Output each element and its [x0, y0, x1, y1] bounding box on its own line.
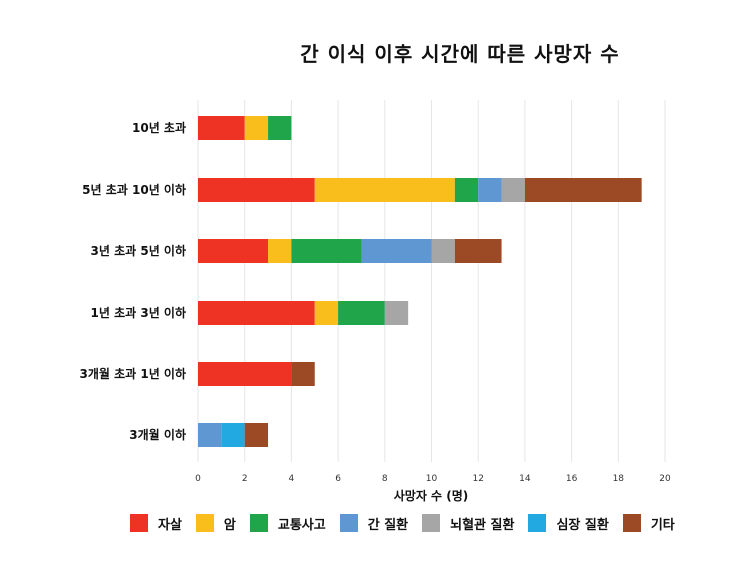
legend-item: 기타 — [622, 514, 675, 533]
bar-segment — [221, 423, 245, 447]
x-tick-label: 12 — [472, 474, 483, 484]
bar-segment — [314, 301, 339, 325]
legend-label: 교통사고 — [277, 517, 326, 533]
x-tick-label: 4 — [289, 474, 295, 484]
bar-segment — [478, 178, 502, 202]
bar-segment — [314, 178, 455, 202]
x-tick-label: 14 — [519, 474, 531, 484]
legend-label: 암 — [223, 517, 236, 533]
category-label: 10년 초과 — [132, 120, 186, 135]
legend-swatch — [528, 514, 547, 532]
legend-item: 교통사고 — [249, 514, 326, 533]
category-label: 3년 초과 5년 이하 — [91, 243, 186, 258]
legend-swatch — [622, 514, 641, 532]
category-label: 1년 초과 3년 이하 — [91, 305, 186, 320]
legend-item: 자살 — [130, 514, 182, 533]
legend-swatch — [339, 514, 358, 532]
legend-item: 간 질환 — [339, 514, 409, 533]
bar-segment — [384, 301, 409, 325]
category-label: 3개월 초과 1년 이하 — [79, 366, 186, 381]
bar-segment — [454, 239, 502, 263]
x-tick-label: 20 — [659, 474, 671, 484]
x-tick-label: 8 — [382, 474, 388, 484]
bar-segment — [244, 423, 269, 447]
x-tick-label: 6 — [335, 474, 341, 484]
category-labels: 10년 초과 5년 초과 10년 이하 3년 초과 5년 이하 1년 초과 3년 이하… — [79, 120, 186, 442]
bar-segment — [198, 239, 269, 263]
bar-segment — [198, 423, 222, 447]
x-tick-labels: 0 2 4 6 8 10 12 14 16 18 20 — [195, 474, 671, 484]
chart-title: 간 이식 이후 시간에 따른 사망자 수 — [300, 42, 620, 66]
bar-segment — [338, 301, 385, 325]
bar-segment — [268, 116, 292, 140]
legend-swatch — [249, 514, 268, 532]
legend-swatch — [130, 514, 148, 532]
legend-swatch — [422, 514, 441, 532]
bar-segment — [361, 239, 432, 263]
bar-segment — [198, 301, 315, 325]
bars — [198, 116, 642, 447]
bar-segment — [198, 178, 315, 202]
x-tick-label: 10 — [426, 474, 438, 484]
bar-segment — [198, 362, 292, 386]
bar-segment — [501, 178, 525, 202]
legend-item: 암 — [195, 514, 236, 533]
bar-segment — [524, 178, 642, 202]
category-label: 3개월 이하 — [129, 427, 186, 442]
bar-segment — [291, 239, 362, 263]
grid-lines — [197, 100, 666, 462]
x-tick-label: 0 — [195, 474, 201, 484]
x-axis-title: 사망자 수 (명) — [394, 488, 469, 503]
x-tick-label: 2 — [242, 474, 248, 484]
legend-label: 심장 질환 — [556, 517, 609, 533]
bar-segment — [198, 116, 245, 140]
legend-label: 간 질환 — [367, 517, 409, 533]
legend-label: 자살 — [158, 517, 182, 533]
legend-item: 심장 질환 — [528, 514, 609, 533]
bar-segment — [431, 239, 455, 263]
legend: 자살 암 교통사고 간 질환 뇌혈관 질환 심장 질환 기타 — [130, 511, 689, 535]
bar-segment — [268, 239, 292, 263]
bar-segment — [244, 116, 269, 140]
bar-segment — [291, 362, 315, 386]
x-tick-label: 16 — [566, 474, 578, 484]
legend-swatch — [195, 514, 214, 532]
category-label: 5년 초과 10년 이하 — [82, 182, 186, 197]
x-tick-label: 18 — [613, 474, 625, 484]
legend-item: 뇌혈관 질환 — [422, 514, 514, 533]
legend-label: 뇌혈관 질환 — [450, 517, 515, 533]
bar-segment — [454, 178, 479, 202]
legend-label: 기타 — [650, 517, 675, 533]
